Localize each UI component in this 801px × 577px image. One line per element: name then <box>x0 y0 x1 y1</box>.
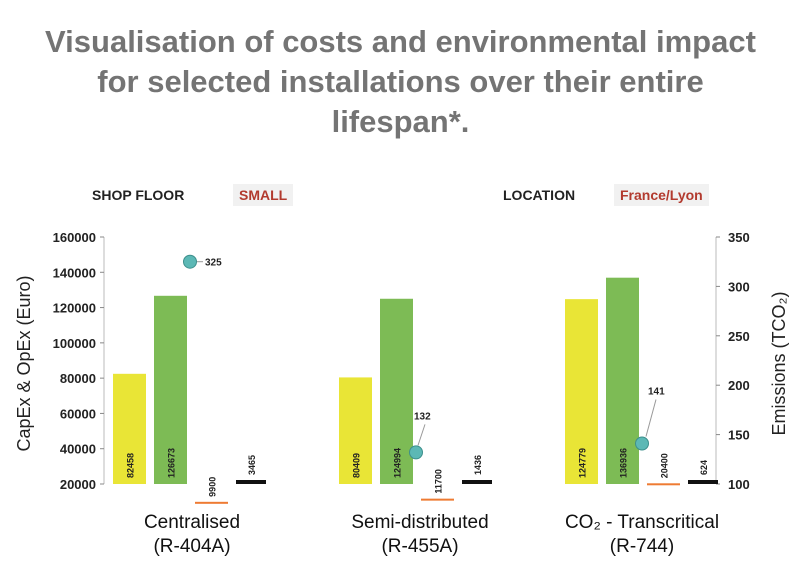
emission-value-label: 132 <box>414 411 431 422</box>
y-tick-label-left: 160000 <box>53 230 96 245</box>
y-tick-label-right: 150 <box>728 428 750 443</box>
category-label-co2-transcritical: CO₂ - Transcritical (R-744) <box>532 511 752 559</box>
emission-value-label: 141 <box>648 386 665 397</box>
y-tick-label-left: 40000 <box>60 442 96 457</box>
bar <box>647 483 680 486</box>
category-label-line: (R-455A) <box>381 536 459 557</box>
bar <box>688 480 718 484</box>
emission-leader-line <box>645 399 657 437</box>
bar-value-label: 136936 <box>619 448 629 478</box>
category-label-centralised: Centralised (R-404A) <box>82 511 302 559</box>
emission-marker <box>183 254 197 269</box>
bar-value-label: 126673 <box>167 448 177 478</box>
bar-value-label: 82458 <box>126 453 136 478</box>
chart-title: Visualisation of costs and environmental… <box>0 22 801 142</box>
bar <box>195 501 228 504</box>
category-label-line: CO₂ - Transcritical <box>564 512 720 533</box>
category-label-line: Centralised <box>143 512 241 533</box>
y-tick-label-right: 100 <box>728 477 750 492</box>
bar <box>565 299 598 484</box>
bar <box>380 298 413 484</box>
y-axis-label-right: Emissions (TCO₂) <box>769 292 789 436</box>
category-label-line: (R-744) <box>609 536 675 557</box>
bar-value-label: 3465 <box>247 455 257 475</box>
emission-leader-line <box>417 424 426 446</box>
title-line-3: lifespan*. <box>331 104 470 139</box>
bar <box>462 480 492 484</box>
bar-value-label: 1436 <box>473 455 483 475</box>
category-label-semi-distributed: Semi-distributed (R-455A) <box>310 511 530 559</box>
y-axis-label-left: CapEx & OpEx (Euro) <box>14 275 34 451</box>
category-label-line: Semi-distributed <box>351 512 489 533</box>
shop-floor-value: SMALL <box>233 184 294 206</box>
bar-value-label: 124779 <box>578 448 588 478</box>
y-tick-label-left: 80000 <box>60 371 96 386</box>
shop-floor-label: SHOP FLOOR <box>92 187 185 203</box>
bar-value-label: 80409 <box>352 453 362 478</box>
y-tick-label-left: 20000 <box>60 477 96 492</box>
bar <box>339 377 372 484</box>
emission-marker <box>635 436 649 451</box>
y-tick-label-right: 250 <box>728 329 750 344</box>
y-tick-label-left: 140000 <box>53 265 96 280</box>
bar <box>113 373 146 484</box>
emission-value-label: 325 <box>205 258 222 269</box>
bar-value-label: 20400 <box>660 453 670 478</box>
y-tick-label-right: 350 <box>728 230 750 245</box>
bar <box>606 277 639 484</box>
title-line-2: for selected installations over their en… <box>97 64 704 99</box>
bar-value-label: 124994 <box>393 448 403 478</box>
bar <box>421 498 454 501</box>
bar <box>154 295 187 484</box>
bar-value-label: 624 <box>699 460 709 475</box>
category-label-line: (R-404A) <box>153 536 231 557</box>
emission-marker <box>409 445 423 460</box>
bar-value-label: 9900 <box>208 477 218 497</box>
y-tick-label-left: 120000 <box>53 301 96 316</box>
y-tick-label-left: 60000 <box>60 406 96 421</box>
bar-value-label: 11700 <box>434 469 444 494</box>
location-value: France/Lyon <box>614 184 709 206</box>
title-line-1: Visualisation of costs and environmental… <box>45 24 756 59</box>
y-tick-label-right: 200 <box>728 378 750 393</box>
location-label: LOCATION <box>503 187 576 203</box>
y-tick-label-right: 300 <box>728 279 750 294</box>
bar <box>236 480 266 484</box>
y-tick-label-left: 100000 <box>53 336 96 351</box>
